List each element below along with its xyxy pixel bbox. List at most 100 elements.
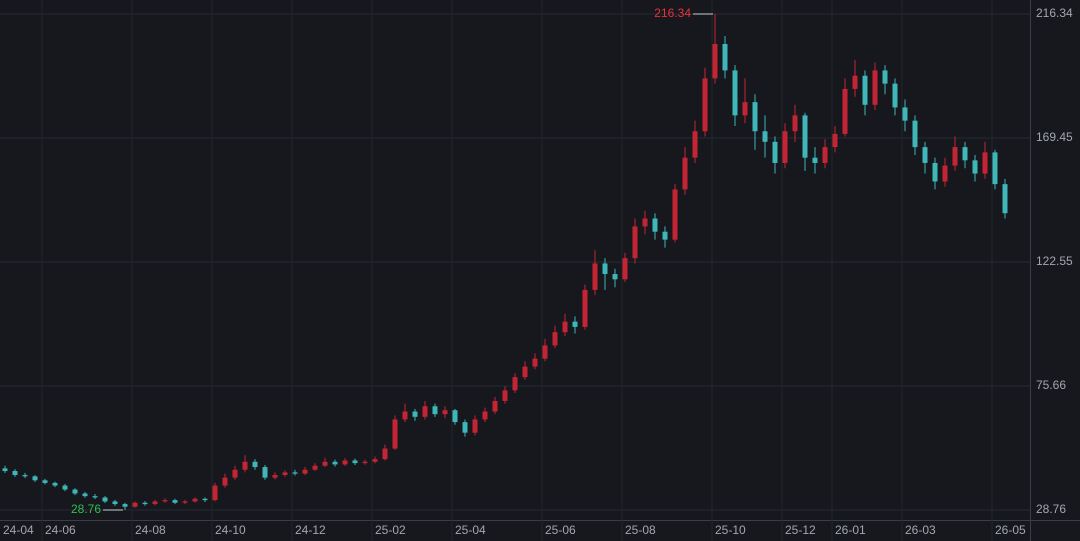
candle-body bbox=[782, 131, 788, 163]
candle-body bbox=[902, 107, 908, 121]
candle-body bbox=[302, 469, 308, 474]
candle-body bbox=[22, 474, 28, 477]
candle-body bbox=[862, 75, 868, 105]
candle-body bbox=[132, 502, 138, 507]
candle-body bbox=[892, 83, 898, 108]
candle-body bbox=[602, 263, 608, 275]
candle-body bbox=[82, 493, 88, 497]
candle-body bbox=[762, 131, 768, 142]
high-marker: 216.34 bbox=[654, 6, 691, 20]
candle-body bbox=[242, 461, 248, 470]
candle-body bbox=[712, 43, 718, 79]
candle-body bbox=[592, 263, 598, 290]
candle-body bbox=[882, 70, 888, 84]
candle-body bbox=[362, 461, 368, 464]
candle-body bbox=[552, 332, 558, 346]
candle-body bbox=[1002, 184, 1008, 214]
candle-body bbox=[922, 147, 928, 163]
x-tick-label: 25-08 bbox=[625, 523, 656, 537]
candle-body bbox=[562, 321, 568, 333]
candle-body bbox=[282, 472, 288, 475]
candle-body bbox=[92, 496, 98, 498]
candle-body bbox=[182, 501, 188, 503]
candle-body bbox=[352, 460, 358, 464]
candle-body bbox=[652, 218, 658, 232]
candle-body bbox=[612, 274, 618, 280]
y-tick-label: 122.55 bbox=[1036, 254, 1073, 268]
candle-body bbox=[982, 152, 988, 174]
candle-body bbox=[642, 218, 648, 227]
candle-body bbox=[742, 102, 748, 116]
x-tick-label: 26-05 bbox=[995, 523, 1026, 537]
candle-body bbox=[462, 422, 468, 433]
candle-body bbox=[232, 469, 238, 478]
candle-body bbox=[632, 226, 638, 259]
x-tick-label: 26-03 bbox=[905, 523, 936, 537]
candle-body bbox=[162, 500, 168, 502]
y-tick-label: 169.45 bbox=[1036, 130, 1073, 144]
candle-body bbox=[582, 289, 588, 327]
candle-body bbox=[72, 489, 78, 494]
candle-body bbox=[172, 500, 178, 503]
x-tick-label: 24-10 bbox=[215, 523, 246, 537]
y-tick-label: 28.76 bbox=[1036, 502, 1066, 516]
candle-body bbox=[392, 419, 398, 449]
candle-body bbox=[842, 88, 848, 134]
candle-body bbox=[822, 147, 828, 163]
candle-body bbox=[332, 461, 338, 465]
candle-body bbox=[432, 406, 438, 415]
candle-body bbox=[532, 358, 538, 367]
candle-body bbox=[32, 476, 38, 481]
low-marker: 28.76 bbox=[71, 502, 101, 516]
candle-body bbox=[772, 141, 778, 163]
candle-body bbox=[942, 165, 948, 182]
candle-body bbox=[202, 498, 208, 501]
x-tick-label: 25-06 bbox=[545, 523, 576, 537]
candle-body bbox=[872, 70, 878, 105]
candle-body bbox=[672, 189, 678, 240]
x-tick-label: 24-12 bbox=[295, 523, 326, 537]
candle-body bbox=[402, 411, 408, 420]
candle-body bbox=[542, 345, 548, 359]
candle-body bbox=[662, 231, 668, 240]
candle-body bbox=[952, 147, 958, 166]
candle-body bbox=[382, 448, 388, 460]
y-tick-label: 75.66 bbox=[1036, 378, 1066, 392]
candle-body bbox=[12, 471, 18, 475]
candle-body bbox=[112, 501, 118, 505]
candle-body bbox=[572, 321, 578, 327]
candle-body bbox=[472, 419, 478, 433]
candle-body bbox=[832, 133, 838, 148]
candle-body bbox=[792, 115, 798, 132]
x-tick-label: 25-12 bbox=[785, 523, 816, 537]
candle-body bbox=[222, 477, 228, 486]
candle-body bbox=[932, 162, 938, 182]
candle-body bbox=[682, 157, 688, 190]
x-tick-label: 24-08 bbox=[135, 523, 166, 537]
x-tick-label: 24-06 bbox=[45, 523, 76, 537]
candle-body bbox=[372, 459, 378, 462]
candle-body bbox=[192, 498, 198, 502]
candle-body bbox=[102, 497, 108, 502]
candle-body bbox=[152, 501, 158, 505]
candle-body bbox=[502, 390, 508, 401]
candle-body bbox=[812, 157, 818, 163]
candle-body bbox=[962, 147, 968, 161]
candle-body bbox=[292, 472, 298, 474]
candle-body bbox=[482, 411, 488, 420]
candle-body bbox=[972, 160, 978, 174]
candle-body bbox=[622, 258, 628, 280]
candle-body bbox=[452, 410, 458, 423]
candle-body bbox=[412, 411, 418, 417]
x-tick-label: 26-01 bbox=[835, 523, 866, 537]
candle-body bbox=[852, 75, 858, 89]
candle-body bbox=[52, 482, 58, 486]
candle-body bbox=[262, 467, 268, 478]
candle-body bbox=[2, 468, 8, 472]
candle-body bbox=[802, 115, 808, 158]
candle-body bbox=[992, 152, 998, 185]
candle-body bbox=[62, 485, 68, 490]
candle-body bbox=[912, 120, 918, 148]
candle-body bbox=[122, 504, 128, 507]
